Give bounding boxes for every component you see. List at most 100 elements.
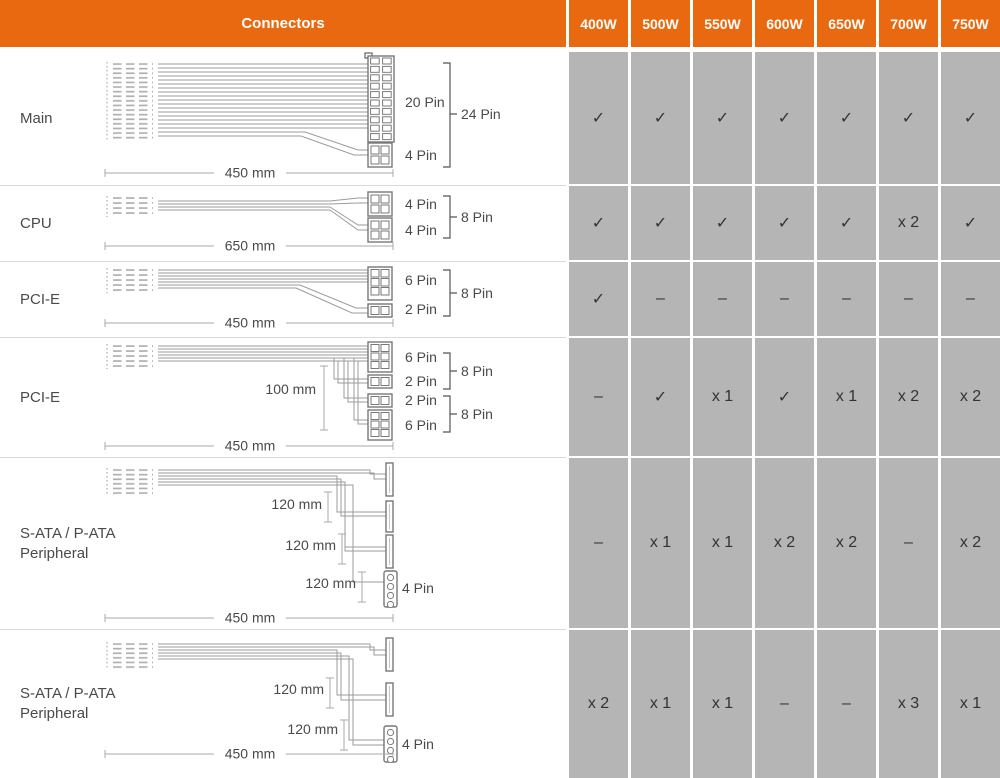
- pin-label: 4 Pin: [402, 580, 434, 596]
- availability-cell: x 1: [628, 458, 690, 630]
- segment-length-label: 120 mm: [271, 496, 322, 512]
- availability-cell: –: [752, 630, 814, 778]
- availability-cell: x 2: [938, 338, 1000, 458]
- wattage-header-650w: 650W: [814, 0, 876, 52]
- availability-cell: ✓: [814, 52, 876, 186]
- pin-bracket: [443, 395, 457, 433]
- main-cable-diagram: 20 Pin 4 Pin 24 Pin 450 mm: [104, 52, 501, 181]
- availability-cell: ✓: [628, 52, 690, 186]
- segment-dimension-line: [340, 719, 348, 751]
- availability-cell: ✓: [876, 52, 938, 186]
- availability-cell: ✓: [566, 186, 628, 262]
- availability-cell: x 2: [876, 338, 938, 458]
- availability-cell: –: [938, 262, 1000, 338]
- table-row: PCI-E 6 Pin 2 Pin 8 Pin 450 mm: [0, 262, 1000, 338]
- availability-cell: –: [814, 262, 876, 338]
- pcie-connector-cell: PCI-E 6 Pin 2 Pin 8 Pin 450 mm: [0, 262, 566, 338]
- availability-cell: –: [876, 458, 938, 630]
- availability-cell: ✓: [566, 262, 628, 338]
- wire-bundle: [158, 63, 368, 129]
- pcie-dual-connector-cell: PCI-E 100 mm: [0, 338, 566, 458]
- availability-cell: x 2: [752, 458, 814, 630]
- availability-cell: –: [566, 338, 628, 458]
- availability-cell: x 2: [938, 458, 1000, 630]
- length-label: 450 mm: [225, 746, 276, 762]
- pin-label: 6 Pin: [405, 417, 437, 433]
- wire-branch: [158, 131, 368, 156]
- segment-length-label: 120 mm: [287, 721, 338, 737]
- length-label: 650 mm: [225, 238, 276, 254]
- wattage-header-700w: 700W: [876, 0, 938, 52]
- wire-branch: [329, 197, 368, 231]
- availability-cell: x 1: [690, 458, 752, 630]
- availability-cell: –: [690, 262, 752, 338]
- sata-cable-diagram: 120 mm 120 mm 120 mm 4 Pin 450 mm: [104, 462, 434, 626]
- availability-cell: x 2: [566, 630, 628, 778]
- pin-total-label: 8 Pin: [461, 285, 493, 301]
- pin-label: 20 Pin: [405, 94, 445, 110]
- availability-cell: x 1: [814, 338, 876, 458]
- wattage-header-750w: 750W: [938, 0, 1000, 52]
- segment-dimension-line: [324, 491, 332, 523]
- branch-dimension-line: [320, 365, 328, 431]
- availability-cell: ✓: [628, 186, 690, 262]
- pin-label: 6 Pin: [405, 272, 437, 288]
- pin-label: 6 Pin: [405, 349, 437, 365]
- pin-label: 4 Pin: [402, 736, 434, 752]
- availability-cell: –: [628, 262, 690, 338]
- wattage-header-600w: 600W: [752, 0, 814, 52]
- pcie-dual-cable-diagram: 100 mm 6 Pin 2 Pin 8 Pin 2 Pin 6 Pin 8 P…: [104, 341, 493, 454]
- length-dimension-line: [104, 169, 394, 177]
- cable-mesh: [111, 468, 153, 495]
- length-label: 450 mm: [225, 165, 276, 181]
- cpu-cable-diagram: 4 Pin 4 Pin 8 Pin 650 mm: [104, 191, 493, 254]
- pin-label: 4 Pin: [405, 196, 437, 212]
- segment-dimension-line: [338, 533, 346, 565]
- pin-bracket: [443, 269, 457, 317]
- wattage-header-400w: 400W: [566, 0, 628, 52]
- availability-cell: x 1: [690, 630, 752, 778]
- length-label: 450 mm: [225, 438, 276, 454]
- availability-cell: ✓: [752, 186, 814, 262]
- table-row: S-ATA / P-ATA Peripheral 120 mm 120 mm 4 …: [0, 630, 1000, 778]
- table-header-row: Connectors 400W 500W 550W 600W 650W 700W…: [0, 0, 1000, 52]
- table-row: Main 20 Pin 4 Pin 24 Pi: [0, 52, 1000, 186]
- availability-cell: x 3: [876, 630, 938, 778]
- pin-total-label: 8 Pin: [461, 406, 493, 422]
- wire-bundle: [158, 643, 310, 660]
- length-label: 450 mm: [225, 610, 276, 626]
- pin-total-label: 24 Pin: [461, 106, 501, 122]
- length-label: 450 mm: [225, 315, 276, 331]
- availability-cell: ✓: [938, 52, 1000, 186]
- pin-total-label: 8 Pin: [461, 209, 493, 225]
- availability-cell: ✓: [566, 52, 628, 186]
- length-dimension-line: [104, 614, 394, 622]
- wire-branch: [333, 358, 368, 425]
- segment-length-label: 120 mm: [305, 575, 356, 591]
- table-row: PCI-E 100 mm: [0, 338, 1000, 458]
- sata-connector-cell: S-ATA / P-ATA Peripheral 120 mm 120 mm: [0, 458, 566, 630]
- row-label: PCI-E: [20, 388, 61, 406]
- connector-20pin-pins: [369, 57, 393, 141]
- wire-bundle: [158, 200, 330, 211]
- pin-bracket: [443, 62, 457, 168]
- availability-cell: ✓: [752, 338, 814, 458]
- wattage-header-550w: 550W: [690, 0, 752, 52]
- table-row: S-ATA / P-ATA Peripheral 120 mm 120 mm: [0, 458, 1000, 630]
- cable-mesh: [111, 62, 153, 140]
- availability-cell: x 1: [628, 630, 690, 778]
- length-dimension-line: [104, 319, 394, 327]
- availability-cell: –: [566, 458, 628, 630]
- availability-cell: x 2: [876, 186, 938, 262]
- availability-cell: –: [876, 262, 938, 338]
- pin-label: 2 Pin: [405, 373, 437, 389]
- sata-connector-cell: S-ATA / P-ATA Peripheral 120 mm 120 mm 4 …: [0, 630, 566, 778]
- availability-cell: ✓: [938, 186, 1000, 262]
- cpu-connector-cell: CPU 4 Pin 4 Pin 8 Pin 650 mm: [0, 186, 566, 262]
- availability-cell: ✓: [690, 52, 752, 186]
- availability-cell: ✓: [690, 186, 752, 262]
- availability-cell: x 1: [938, 630, 1000, 778]
- pin-label: 2 Pin: [405, 301, 437, 317]
- branch-length-label: 100 mm: [265, 381, 316, 397]
- wire-bundle: [158, 345, 368, 362]
